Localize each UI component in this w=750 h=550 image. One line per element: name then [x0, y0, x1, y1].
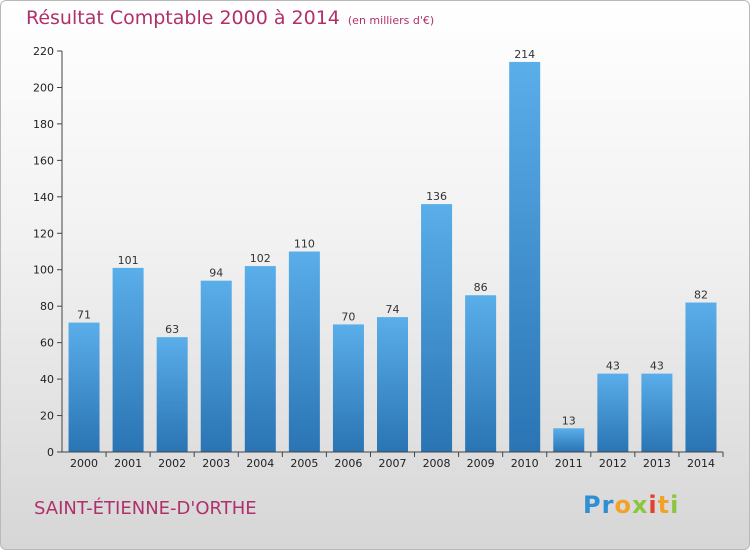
logo-letter: i: [670, 491, 680, 519]
x-tick-label: 2009: [467, 457, 495, 470]
bar[interactable]: [641, 373, 673, 452]
logo-letter: o: [614, 491, 632, 519]
x-tick-label: 2003: [202, 457, 230, 470]
logo-letter: i: [648, 491, 658, 519]
bars-layer: [68, 61, 717, 453]
bar-value-label: 214: [514, 48, 535, 61]
x-tick-label: 2006: [334, 457, 362, 470]
x-tick-label: 2005: [290, 457, 318, 470]
bar-value-label: 82: [694, 289, 708, 302]
x-tick-label: 2008: [423, 457, 451, 470]
y-tick-label: 0: [47, 446, 54, 459]
logo-letter: r: [601, 491, 615, 519]
bar[interactable]: [597, 373, 629, 452]
logo-letter: t: [657, 491, 671, 519]
x-tick-label: 2004: [246, 457, 274, 470]
bar-value-label: 136: [426, 190, 447, 203]
bar[interactable]: [200, 280, 232, 452]
bar-value-label: 94: [209, 267, 223, 280]
y-tick-label: 200: [33, 81, 54, 94]
y-tick-label: 20: [40, 410, 54, 423]
x-tick-label: 2010: [511, 457, 539, 470]
bar-value-label: 101: [118, 254, 139, 267]
bar[interactable]: [112, 267, 144, 452]
bar-value-label: 13: [562, 414, 576, 427]
x-tick-label: 2012: [599, 457, 627, 470]
x-tick-label: 2007: [379, 457, 407, 470]
bar[interactable]: [377, 317, 408, 452]
bar-value-label: 86: [474, 281, 488, 294]
bar-value-label: 43: [606, 360, 620, 373]
bar-value-label: 110: [294, 238, 315, 251]
bar[interactable]: [465, 295, 497, 452]
chart-subtitle: (en milliers d'€): [347, 14, 435, 27]
x-tick-label: 2013: [643, 457, 671, 470]
bar-value-label: 74: [386, 303, 400, 316]
bar[interactable]: [332, 324, 364, 452]
x-tick-label: 2011: [555, 457, 583, 470]
x-tick-label: 2001: [114, 457, 142, 470]
bar-value-label: 63: [165, 323, 179, 336]
x-tick-label: 2000: [70, 457, 98, 470]
axes-layer: 0 20 40 60 80 100 120 140 160 180 200 220 71 2000 101 2…: [33, 45, 724, 470]
bar-value-label: 70: [341, 310, 355, 323]
bar-value-label: 43: [650, 360, 664, 373]
y-tick-label: 40: [40, 373, 54, 386]
y-tick-label: 220: [33, 45, 54, 58]
y-tick-label: 60: [40, 337, 54, 350]
x-tick-label: 2014: [687, 457, 715, 470]
bar[interactable]: [244, 266, 276, 452]
y-tick-label: 100: [33, 264, 54, 277]
y-tick-label: 160: [33, 154, 54, 167]
proxiti-logo[interactable]: Proxiti: [583, 491, 679, 519]
bar-value-label: 102: [250, 252, 271, 265]
logo-letter: x: [631, 491, 649, 519]
y-tick-label: 140: [33, 191, 54, 204]
bar[interactable]: [68, 322, 100, 452]
y-tick-label: 80: [40, 300, 54, 313]
bar[interactable]: [685, 302, 717, 452]
bar-value-label: 71: [77, 309, 91, 322]
chart-title-block: Résultat Comptable 2000 à 2014 (en millie…: [26, 7, 434, 29]
bar[interactable]: [288, 251, 320, 453]
bar[interactable]: [156, 337, 188, 452]
bar[interactable]: [553, 428, 585, 452]
logo-letter: P: [583, 491, 602, 519]
commune-name: SAINT-ÉTIENNE-D'ORTHE: [34, 498, 257, 519]
bar[interactable]: [421, 204, 453, 452]
y-tick-label: 180: [33, 118, 54, 131]
y-tick-label: 120: [33, 227, 54, 240]
bar[interactable]: [509, 61, 541, 452]
x-tick-label: 2002: [158, 457, 186, 470]
chart-title: Résultat Comptable 2000 à 2014: [26, 7, 340, 29]
